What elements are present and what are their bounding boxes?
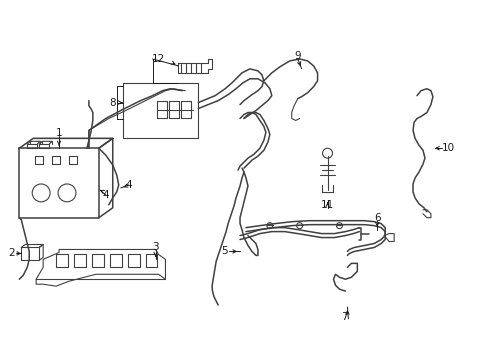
Text: 2: 2 <box>9 248 15 258</box>
Text: 11: 11 <box>320 200 333 210</box>
Text: 5: 5 <box>221 247 227 256</box>
Text: 1: 1 <box>56 129 62 138</box>
Text: 9: 9 <box>294 51 301 61</box>
Text: 7: 7 <box>340 312 346 322</box>
Text: 4: 4 <box>102 190 109 200</box>
Text: 10: 10 <box>441 143 454 153</box>
Text: 8: 8 <box>109 98 116 108</box>
Text: 12: 12 <box>152 54 165 64</box>
Text: 6: 6 <box>373 213 380 223</box>
Text: 4: 4 <box>125 180 132 190</box>
Text: 3: 3 <box>152 243 159 252</box>
